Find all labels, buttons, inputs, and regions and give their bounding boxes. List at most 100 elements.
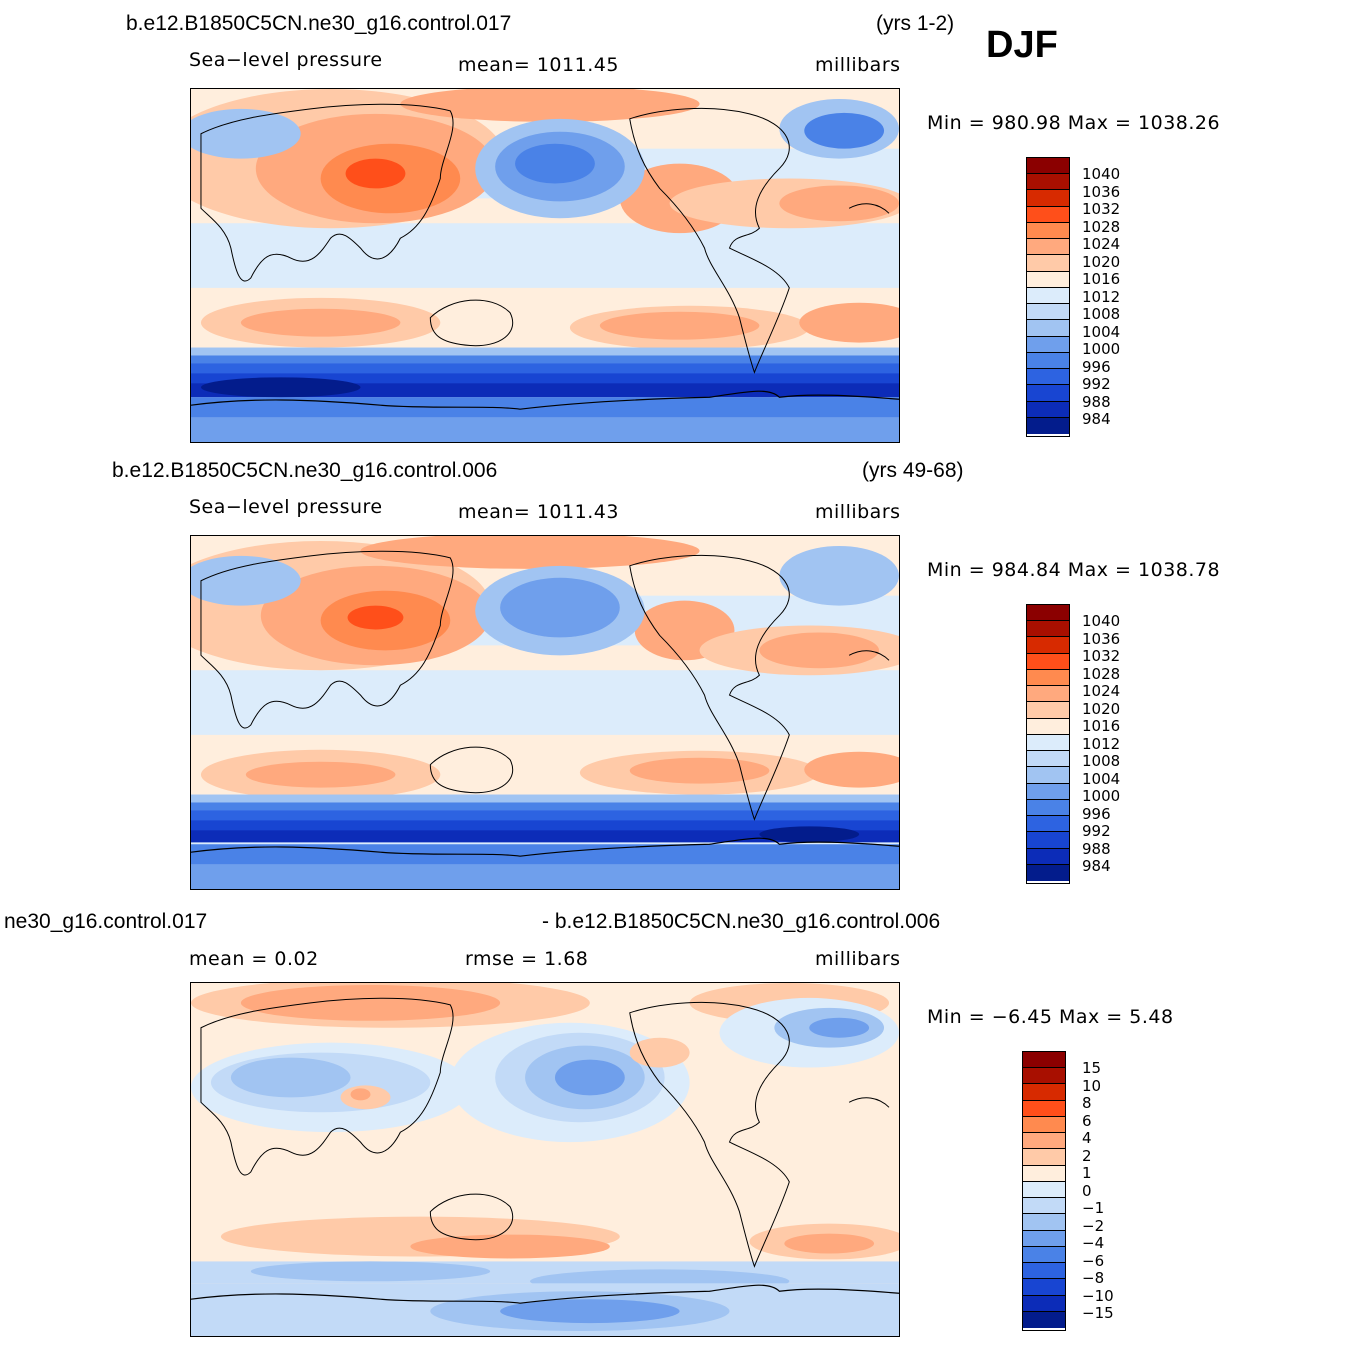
colorbar-swatch [1023,1214,1065,1231]
colorbar-label: 1020 [1082,252,1121,271]
panel1-map [190,88,900,443]
colorbar-swatch [1023,1198,1065,1215]
colorbar-swatch [1023,1052,1065,1069]
season-label: DJF [986,24,1058,66]
colorbar-swatch [1027,832,1069,849]
colorbar-label: 984 [1082,857,1111,875]
colorbar-label: 1040 [1082,165,1121,183]
colorbar-swatch [1027,174,1069,191]
colorbar-label: 15 [1082,1059,1102,1077]
panel3-map [190,982,900,1337]
colorbar-swatch [1023,1311,1065,1328]
colorbar-swatch [1027,255,1069,272]
colorbar-swatch [1027,158,1069,175]
panel1-variable: Sea−level pressure [189,49,383,71]
colorbar-swatch [1027,669,1069,687]
colorbar-label: 1028 [1082,217,1121,236]
colorbar-swatch [1027,190,1069,207]
panel3-mean: mean = 0.02 [189,948,319,970]
colorbar-label: 1000 [1082,340,1121,358]
colorbar-label: 1008 [1082,305,1121,323]
panel3-minmax: Min = −6.45 Max = 5.48 [927,1006,1174,1028]
panel1-contour-field [191,89,899,442]
colorbar-label: 1032 [1082,647,1121,665]
colorbar-label: 1004 [1082,322,1121,341]
colorbar-swatch [1027,718,1069,735]
colorbar-swatch [1027,637,1069,654]
panel1-minmax: Min = 980.98 Max = 1038.26 [927,112,1221,134]
colorbar-swatch [1023,1084,1065,1101]
colorbar-swatch [1027,848,1069,865]
colorbar-label: 0 [1082,1181,1092,1200]
colorbar-swatch [1027,417,1069,434]
colorbar-label: 1008 [1082,752,1121,770]
panel2-contour-field [191,536,899,889]
panel1-years: (yrs 1-2) [876,12,955,35]
colorbar-swatch [1027,369,1069,386]
colorbar-swatch [1023,1246,1065,1264]
panel2-units: millibars [815,501,901,523]
colorbar-swatch [1027,621,1069,638]
colorbar-label: 1016 [1082,717,1121,735]
colorbar-swatch [1027,352,1069,370]
panel3-units: millibars [815,948,901,970]
colorbar-label: 1024 [1082,682,1121,700]
colorbar-swatch [1027,320,1069,337]
colorbar-label: 1012 [1082,734,1121,753]
colorbar-label: −2 [1082,1216,1105,1235]
colorbar-swatch [1023,1263,1065,1280]
colorbar-label: 1024 [1082,235,1121,253]
colorbar-swatch [1023,1100,1065,1117]
panel2-years: (yrs 49-68) [862,459,964,482]
colorbar-swatch [1027,271,1069,288]
colorbar-label: 1040 [1082,612,1121,630]
colorbar-swatch [1027,751,1069,768]
panel2-mean: mean= 1011.43 [458,501,619,523]
colorbar-label: 1 [1082,1164,1092,1182]
colorbar-label: −8 [1082,1269,1105,1287]
colorbar-label: 1028 [1082,664,1121,683]
colorbar-swatch [1027,816,1069,833]
colorbar-swatch [1023,1149,1065,1166]
colorbar-label: −1 [1082,1199,1105,1217]
colorbar-swatch [1027,222,1069,240]
panel2-variable: Sea−level pressure [189,496,383,518]
colorbar-swatch [1023,1230,1065,1247]
colorbar-label: −6 [1082,1251,1105,1270]
colorbar-label: 988 [1082,839,1111,858]
colorbar-label: 984 [1082,410,1111,428]
colorbar-swatch [1027,686,1069,703]
colorbar-label: 10 [1082,1076,1102,1095]
colorbar-swatch [1023,1279,1065,1296]
panel3-colorbar-labels: 15 10 8 6 4 2 1 0 −1 −2 −4 −6 −8 −10 −15 [1082,1059,1114,1323]
colorbar-label: 992 [1082,822,1111,840]
colorbar-label: 1012 [1082,287,1121,306]
colorbar-label: 2 [1082,1146,1092,1165]
panel3-colorbar [1022,1051,1066,1331]
colorbar-swatch [1023,1133,1065,1150]
colorbar-swatch [1023,1116,1065,1134]
panel1-colorbar [1026,157,1070,437]
colorbar-label: 1016 [1082,270,1121,288]
panel1-mean: mean= 1011.45 [458,54,619,76]
colorbar-swatch [1027,734,1069,752]
colorbar-swatch [1023,1295,1065,1312]
colorbar-label: 1000 [1082,787,1121,805]
panel2-map [190,535,900,890]
colorbar-label: 1036 [1082,182,1121,201]
panel3-case-left: ne30_g16.control.017 [4,910,208,933]
colorbar-label: 6 [1082,1111,1092,1130]
colorbar-label: 992 [1082,375,1111,393]
colorbar-swatch [1027,206,1069,223]
colorbar-swatch [1027,783,1069,800]
colorbar-label: 988 [1082,392,1111,411]
colorbar-swatch [1027,799,1069,817]
colorbar-label: 1032 [1082,200,1121,218]
colorbar-swatch [1027,653,1069,670]
panel2-case-title: b.e12.B1850C5CN.ne30_g16.control.006 [112,459,498,482]
colorbar-label: 996 [1082,357,1111,376]
panel1-colorbar-labels: 1040 1036 1032 1028 1024 1020 1016 1012 1008 1004… [1082,165,1121,429]
colorbar-swatch [1027,385,1069,402]
colorbar-swatch [1023,1165,1065,1182]
colorbar-label: −4 [1082,1234,1105,1252]
